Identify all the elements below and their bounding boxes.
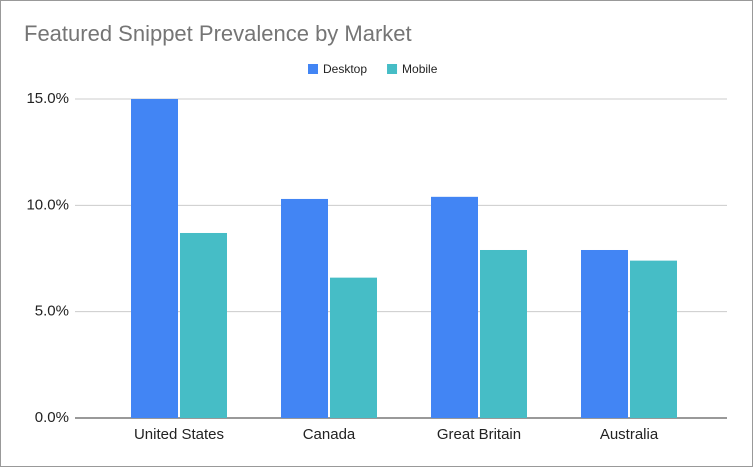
x-tick-label: Canada [303,426,356,443]
bar [581,249,628,418]
bar [330,277,377,418]
x-tick-label: United States [134,426,224,443]
legend-swatch [308,64,318,74]
bar [431,196,478,418]
legend-label: Desktop [323,62,367,76]
bar [281,198,328,418]
y-tick-label: 5.0% [35,303,69,320]
bar [180,232,227,418]
bar [480,249,527,418]
chart-title: Featured Snippet Prevalence by Market [24,21,412,46]
bar [131,99,178,418]
y-tick-label: 10.0% [26,196,69,213]
legend-swatch [387,64,398,74]
y-tick-label: 0.0% [35,409,69,426]
x-tick-label: Great Britain [437,426,521,443]
legend-label: Mobile [402,62,438,76]
x-tick-label: Australia [600,426,659,443]
bar [630,260,677,418]
y-tick-label: 15.0% [26,90,69,107]
